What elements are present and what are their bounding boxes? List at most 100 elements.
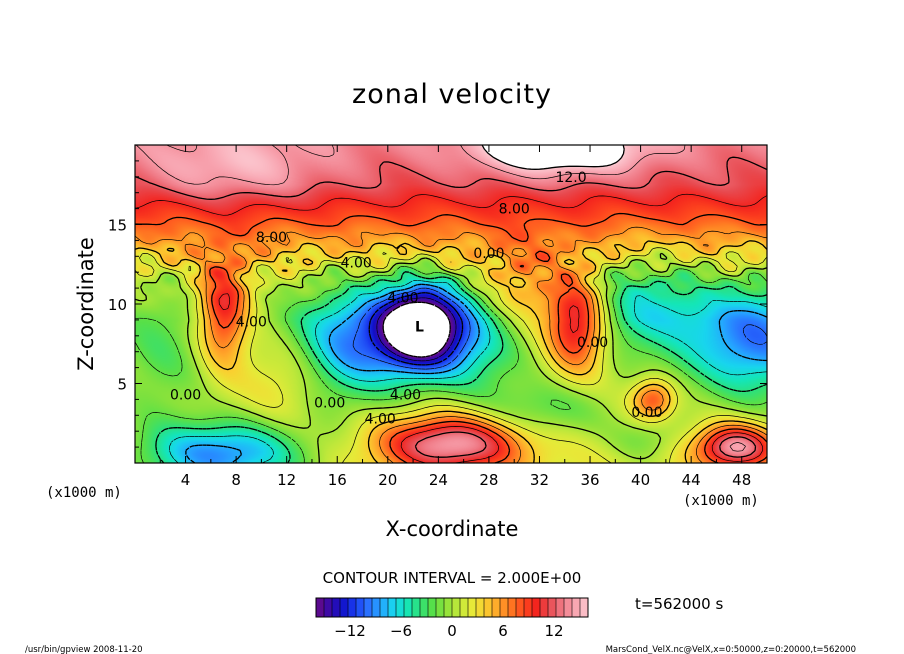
colorbar-segment	[444, 598, 453, 617]
y-tick-label: 5	[117, 376, 127, 394]
colorbar-segment	[492, 598, 501, 617]
x-tick-label: 48	[732, 471, 751, 489]
colorbar-segment	[468, 598, 477, 617]
colorbar-segment	[356, 598, 365, 617]
colorbar-segment	[348, 598, 357, 617]
colorbar-segment	[524, 598, 533, 617]
y-axis-ticks: 5 10 15	[108, 160, 767, 448]
colorbar-segment	[404, 598, 413, 617]
x-tick-label: 8	[231, 471, 241, 489]
x-tick-label: 44	[682, 471, 701, 489]
x-tick-label: 12	[277, 471, 296, 489]
chart-title: zonal velocity	[352, 79, 552, 110]
colorbar-segment	[556, 598, 565, 617]
y-axis-title: Z-coordinate	[74, 237, 98, 371]
colorbar-segment	[436, 598, 445, 617]
x-tick-label: 20	[378, 471, 397, 489]
x-tick-label: 28	[479, 471, 498, 489]
contour-line-6	[134, 226, 768, 464]
contour-line-14	[135, 144, 746, 452]
contour-label: 4.00	[390, 388, 421, 404]
colorbar-segment	[412, 598, 421, 617]
colorbar-segment	[324, 598, 333, 617]
x-axis-unit: (x1000 m)	[683, 493, 759, 509]
colorbar-segment	[364, 598, 373, 617]
contour-line-12	[134, 156, 768, 458]
x-tick-label: 4	[181, 471, 191, 489]
y-tick-label: 10	[108, 296, 127, 314]
colorbar-tick-labels: −12 −6 0 6 12	[334, 622, 563, 640]
contour-line-16	[481, 144, 625, 170]
colorbar-segment	[452, 598, 461, 617]
y-axis-unit: (x1000 m)	[46, 485, 122, 501]
velocity-field-shading	[135, 145, 767, 463]
contour-line-neg6	[169, 279, 768, 464]
contour-label: 4.00	[365, 411, 396, 427]
colorbar-frame	[315, 597, 589, 618]
contour-interval-label: CONTOUR INTERVAL = 2.000E+00	[323, 569, 582, 587]
contour-label: 0.00	[473, 246, 504, 262]
contour-label: 0.00	[577, 335, 608, 351]
x-axis-ticks: 4 8 12 16 20 24 28 32 36 40 44 48	[159, 145, 751, 489]
x-tick-label: 32	[530, 471, 549, 489]
colorbar-tick-label: −6	[390, 622, 412, 640]
colorbar-segment	[476, 598, 485, 617]
contour-line-neg2	[134, 266, 768, 464]
colorbar-segment	[540, 598, 549, 617]
footer-program-date: /usr/bin/gpview 2008-11-20	[25, 645, 143, 654]
minimum-marker: L	[415, 319, 424, 335]
contour-label: 0.00	[631, 405, 662, 421]
colorbar-segment	[340, 598, 349, 617]
colorbar-segment	[316, 598, 325, 617]
contour-line-neg14	[376, 297, 457, 362]
colorbar	[315, 597, 589, 618]
contour-line-2	[134, 247, 768, 464]
colorbar-segment	[380, 598, 389, 617]
colorbar-segment	[580, 598, 589, 617]
colorbar-segment	[332, 598, 341, 617]
colorbar-segment	[396, 598, 405, 617]
contour-line-8	[134, 212, 768, 464]
colorbar-segment	[564, 598, 573, 617]
time-label: t=562000 s	[635, 595, 723, 613]
contour-lines	[134, 144, 768, 464]
colorbar-segment	[532, 598, 541, 617]
contour-line-neg8	[185, 283, 768, 464]
colorbar-segment	[572, 598, 581, 617]
colorbar-segment	[516, 598, 525, 617]
footer-data-source: MarsCond_VelX.nc@VelX,x=0:50000,z=0:2000…	[606, 645, 856, 654]
colorbar-tick-label: −12	[334, 622, 366, 640]
contour-label: 12.0	[555, 170, 586, 186]
y-tick-label: 15	[108, 217, 127, 235]
contour-label: 8.00	[499, 202, 530, 218]
contour-label: 0.00	[314, 396, 345, 412]
contour-line-4	[134, 240, 768, 464]
contour-line-10	[134, 193, 768, 464]
x-tick-label: 16	[328, 471, 347, 489]
colorbar-segment	[428, 598, 437, 617]
contour-labels: 12.0 8.00 8.00 4.00 0.00 4.00 4.00 0.00 0.00 0.00…	[170, 170, 663, 428]
colorbar-segment	[508, 598, 517, 617]
x-tick-label: 40	[631, 471, 650, 489]
colorbar-tick-label: 0	[447, 622, 457, 640]
colorbar-tick-label: 6	[498, 622, 508, 640]
x-tick-label: 24	[429, 471, 448, 489]
contour-line-neg4	[155, 271, 768, 464]
contour-line-neg16	[382, 301, 451, 358]
colorbar-segment	[372, 598, 381, 617]
colorbar-segment	[548, 598, 557, 617]
contour-label: 4.00	[236, 314, 267, 330]
x-tick-label: 36	[580, 471, 599, 489]
contour-label: 8.00	[256, 230, 287, 246]
colorbar-segment	[460, 598, 469, 617]
contour-line-neg12	[368, 292, 464, 366]
x-axis-title: X-coordinate	[386, 517, 519, 541]
contour-label: 4.00	[387, 291, 418, 307]
contour-label: 0.00	[170, 388, 201, 404]
contour-label: 4.00	[341, 256, 372, 272]
colorbar-segment	[500, 598, 509, 617]
colorbar-segment	[420, 598, 429, 617]
colorbar-tick-label: 12	[544, 622, 563, 640]
colorbar-segment	[388, 598, 397, 617]
